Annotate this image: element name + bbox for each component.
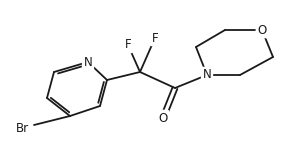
Text: F: F [152, 31, 158, 45]
Text: O: O [257, 24, 267, 36]
Text: Br: Br [15, 121, 28, 135]
Text: N: N [84, 55, 92, 69]
Text: O: O [158, 112, 168, 124]
Text: F: F [125, 38, 131, 52]
Text: N: N [202, 69, 211, 81]
